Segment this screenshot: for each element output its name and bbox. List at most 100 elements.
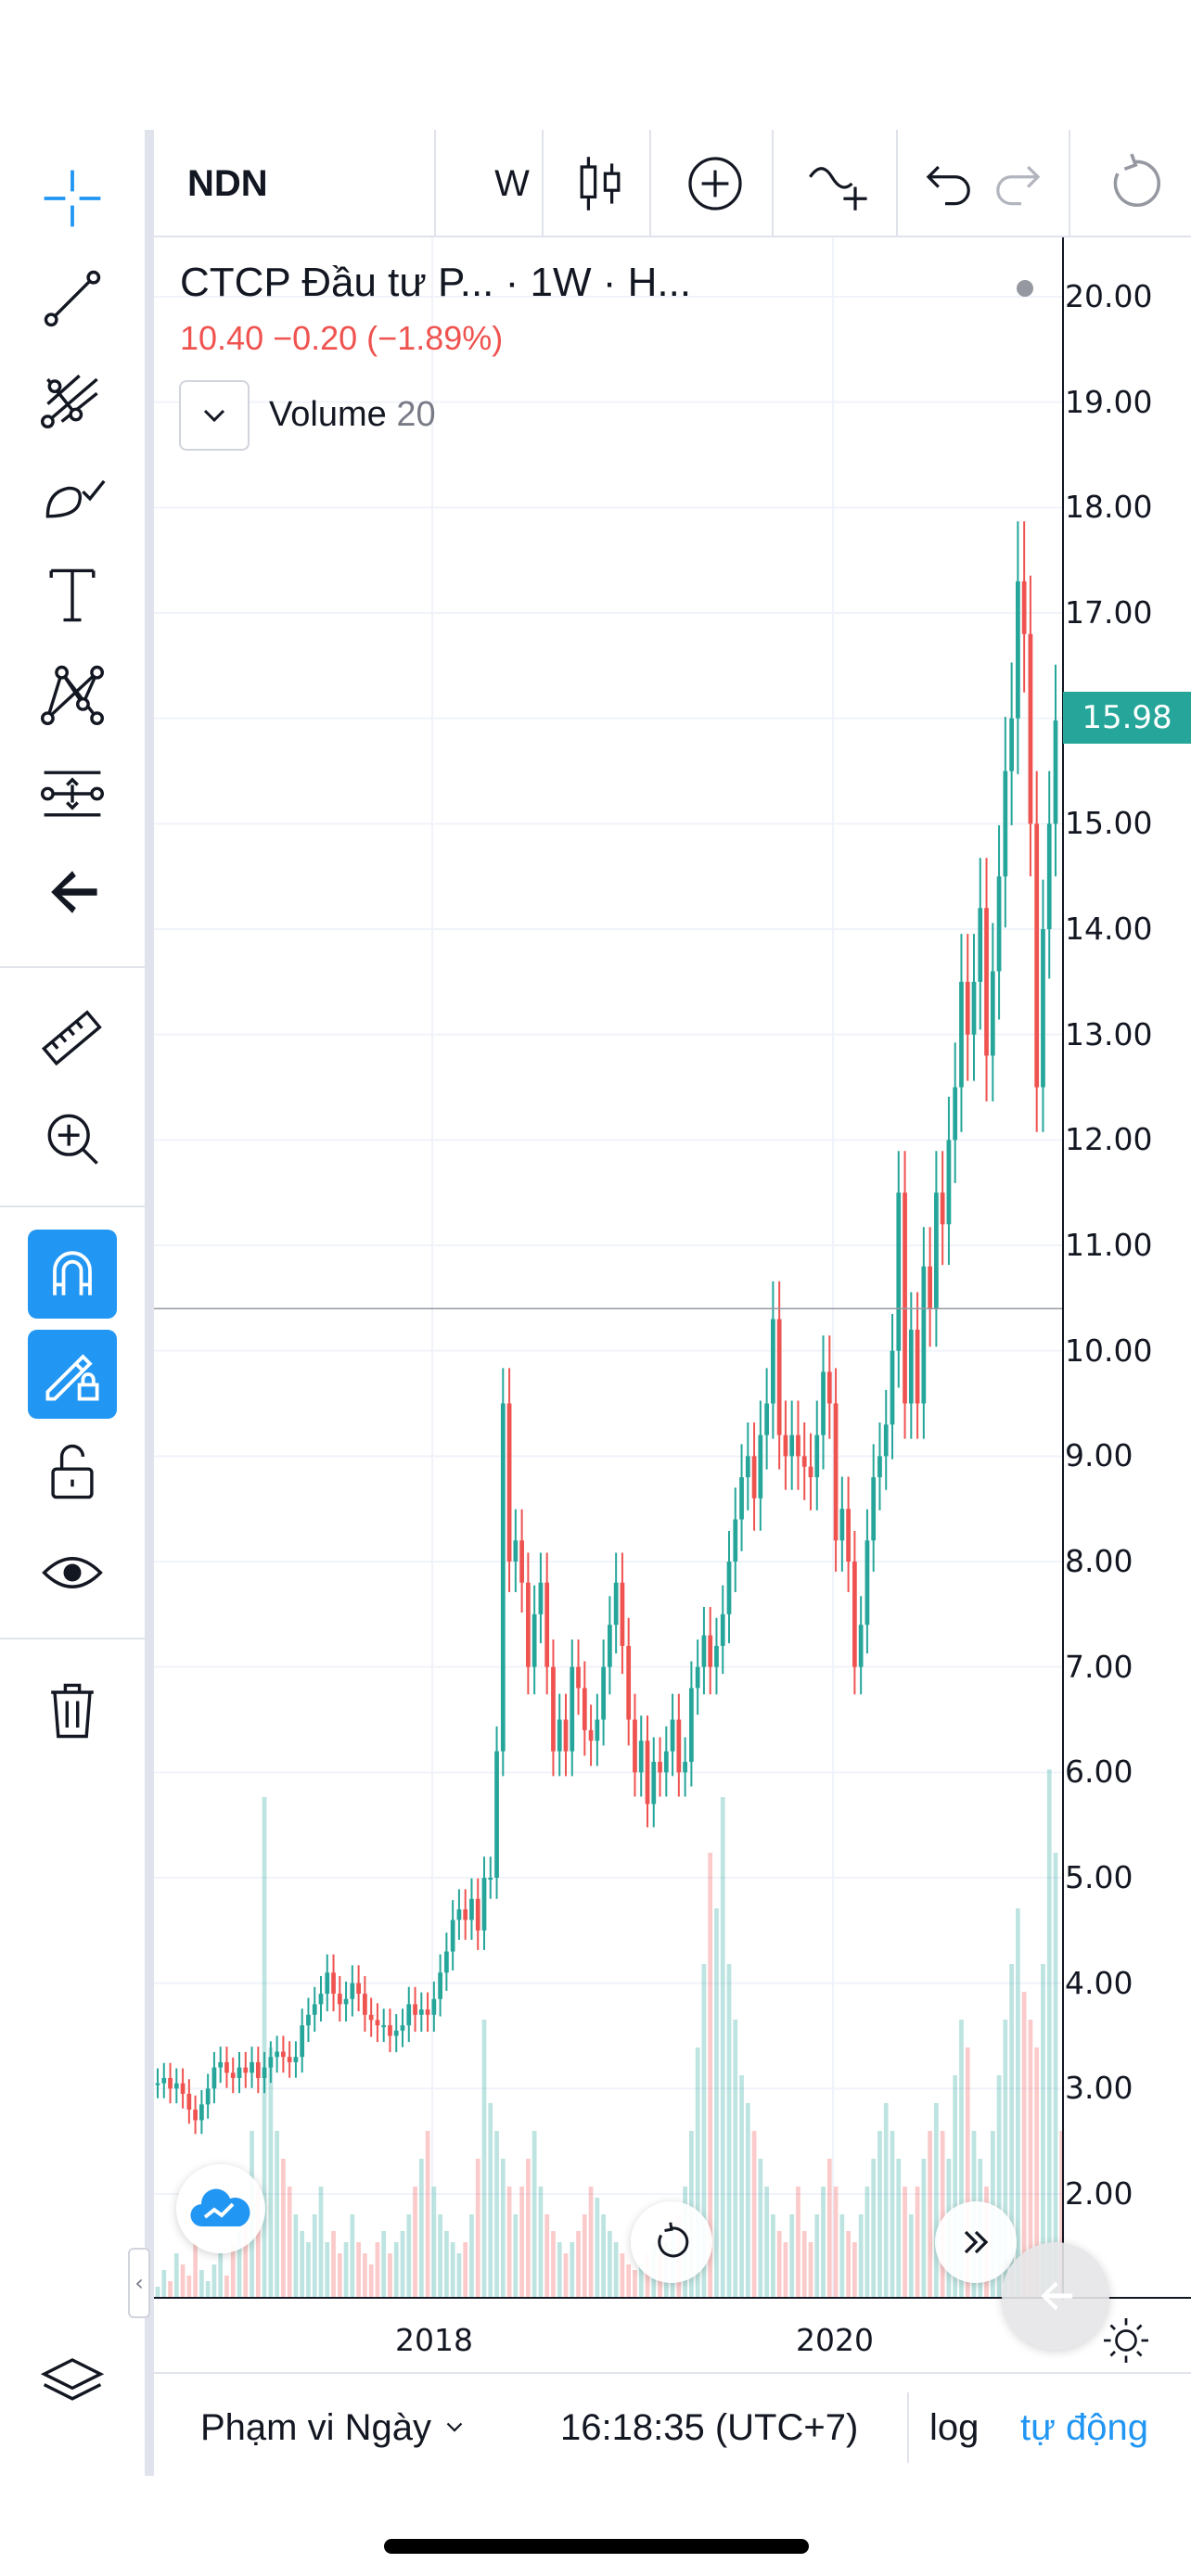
volume-bar	[1034, 2047, 1040, 2298]
volume-bar	[356, 2242, 361, 2298]
crosshair-tool[interactable]	[28, 154, 117, 243]
crosshair-icon	[44, 170, 101, 227]
volume-indicator-label[interactable]: Volume 20	[269, 395, 436, 435]
redo-icon	[996, 165, 1041, 206]
volume-bar	[413, 2187, 417, 2298]
pitchfork-tool[interactable]	[28, 352, 117, 441]
reset-view-button[interactable]	[631, 2201, 712, 2283]
bottom-bar-separator	[907, 2392, 909, 2463]
price-axis-label: 4.00	[1065, 1964, 1133, 2001]
reset-chart-button[interactable]	[1078, 130, 1191, 237]
brush-tool[interactable]	[28, 451, 117, 540]
price-chart[interactable]	[154, 237, 1191, 2300]
candle-body	[745, 1456, 750, 1478]
date-range-button[interactable]: Phạm vi Ngày	[200, 2374, 468, 2481]
candle-body	[613, 1582, 619, 1626]
price-axis-label: 2.00	[1065, 2175, 1133, 2212]
prediction-icon	[40, 771, 105, 817]
candle-body	[864, 1540, 870, 1626]
toggle-toolbar-button[interactable]	[1002, 2242, 1109, 2350]
candle-body	[658, 1761, 662, 1773]
candle-body	[363, 1994, 367, 2015]
log-scale-toggle[interactable]: log	[929, 2406, 980, 2448]
zoom-in-tool[interactable]	[28, 1094, 117, 1183]
trend-line-tool[interactable]	[28, 254, 117, 343]
volume-bar	[814, 2214, 820, 2298]
back-arrow-button[interactable]	[28, 848, 117, 937]
trash-icon	[51, 1683, 94, 1739]
chart-type-button[interactable]	[551, 130, 649, 237]
candle-body	[676, 1719, 682, 1773]
last-price-label: 15.98	[1063, 692, 1191, 744]
scroll-to-realtime-button[interactable]	[935, 2201, 1017, 2283]
volume-bar	[551, 2231, 556, 2298]
ruler-tool[interactable]	[28, 994, 117, 1083]
volume-bar	[739, 2075, 744, 2298]
volume-bar	[826, 2159, 832, 2298]
prediction-tool[interactable]	[28, 749, 117, 838]
price-axis-label: 8.00	[1065, 1543, 1133, 1579]
toolbar-expand-handle[interactable]: ‹	[128, 2248, 150, 2318]
layers-icon	[40, 2358, 105, 2401]
compare-add-button[interactable]	[659, 130, 772, 237]
cloud-save-button[interactable]	[176, 2164, 265, 2253]
interval-button[interactable]: W	[494, 162, 530, 204]
pattern-tool[interactable]	[28, 649, 117, 738]
volume-indicator-name: Volume	[269, 395, 387, 434]
candle-body	[726, 1562, 732, 1614]
chart-settings-button[interactable]	[1098, 2313, 1154, 2368]
lock-all-button[interactable]	[28, 1428, 117, 1517]
magnet-toggle[interactable]	[28, 1230, 117, 1319]
text-tool[interactable]	[28, 551, 117, 640]
toolbar-separator	[1069, 130, 1070, 237]
timezone-clock[interactable]: 16:18:35 (UTC+7)	[560, 2406, 859, 2448]
unlock-icon	[51, 1444, 94, 1499]
volume-bar	[890, 2131, 895, 2298]
candle-body	[771, 1319, 775, 1404]
candle-body	[638, 1741, 644, 1773]
volume-bar	[928, 2131, 932, 2298]
candle-body	[343, 1998, 349, 2005]
candle-body	[438, 1972, 442, 1999]
volume-bar	[237, 2231, 242, 2298]
volume-bar	[199, 2270, 204, 2298]
market-status-icon[interactable]	[1017, 280, 1033, 297]
candle-body	[764, 1403, 769, 1435]
volume-bar	[186, 2276, 192, 2298]
candle-body	[776, 1319, 782, 1435]
lock-drawing-toggle[interactable]	[28, 1330, 117, 1419]
candle-body	[312, 2004, 317, 2015]
left-toolbar-divider	[145, 130, 154, 2476]
volume-bar	[771, 2214, 775, 2298]
toolbar-separator	[772, 130, 774, 237]
candle-body	[531, 1613, 537, 1667]
volume-bar	[193, 2242, 198, 2298]
volume-bar	[582, 2214, 587, 2298]
visibility-toggle[interactable]	[28, 1528, 117, 1617]
symbol-search-button[interactable]: NDN	[187, 162, 268, 204]
auto-scale-toggle[interactable]: tự động	[1020, 2406, 1148, 2448]
volume-bar	[1046, 1769, 1052, 2298]
candle-body	[193, 2110, 198, 2121]
chevron-down-icon	[446, 2422, 463, 2432]
volume-bar	[306, 2242, 311, 2298]
volume-bar	[595, 2198, 600, 2298]
volume-bar	[940, 2131, 945, 2298]
volume-bar	[218, 2253, 224, 2298]
indicators-button[interactable]	[781, 130, 896, 237]
candle-body	[199, 2104, 204, 2121]
legend-symbol-title[interactable]: CTCP Đầu tư P... · 1W · H...	[180, 260, 692, 305]
redo-button[interactable]	[983, 130, 1059, 237]
candle-body	[645, 1741, 650, 1804]
volume-bar	[808, 2242, 813, 2298]
candle-body	[1041, 929, 1045, 1088]
time-axis-label: 2020	[796, 2322, 874, 2358]
volume-bar	[1041, 1964, 1045, 2298]
collapse-indicators-button[interactable]	[179, 380, 250, 451]
undo-button[interactable]	[907, 130, 983, 237]
delete-drawings-button[interactable]	[28, 1665, 117, 1754]
object-tree-button[interactable]	[28, 2333, 117, 2422]
candle-body	[406, 2004, 412, 2026]
candle-body	[683, 1761, 687, 1773]
candle-body	[563, 1719, 569, 1752]
